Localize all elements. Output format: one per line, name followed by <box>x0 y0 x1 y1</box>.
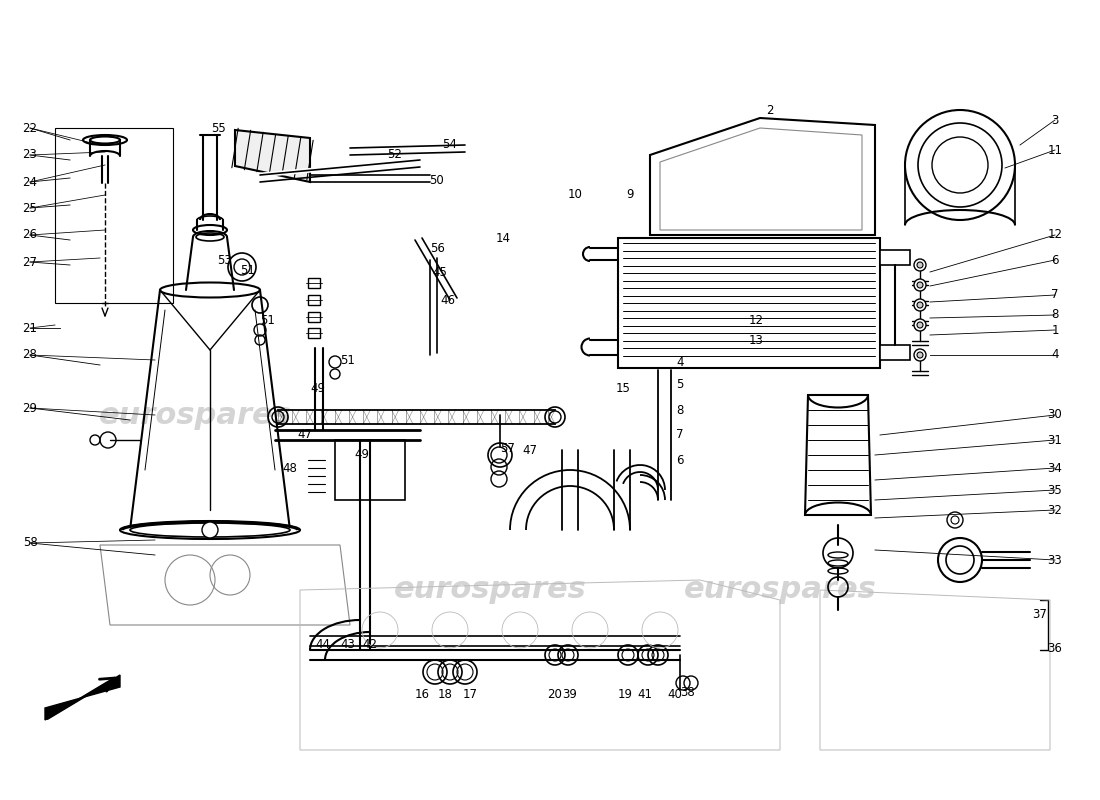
Text: 44: 44 <box>316 638 330 651</box>
Text: 6: 6 <box>676 454 684 466</box>
Circle shape <box>917 282 923 288</box>
Text: 2: 2 <box>767 103 773 117</box>
Text: 6: 6 <box>1052 254 1058 266</box>
Circle shape <box>914 319 926 331</box>
Text: 18: 18 <box>438 689 452 702</box>
Text: 33: 33 <box>1047 554 1063 566</box>
Text: 29: 29 <box>22 402 37 414</box>
Text: 53: 53 <box>218 254 232 266</box>
Text: 47: 47 <box>522 443 538 457</box>
Bar <box>880 250 910 265</box>
Bar <box>308 312 320 322</box>
Text: 9: 9 <box>626 189 634 202</box>
Circle shape <box>917 302 923 308</box>
Circle shape <box>202 522 218 538</box>
Text: 26: 26 <box>22 229 37 242</box>
Text: eurospares: eurospares <box>394 575 586 605</box>
Bar <box>308 295 320 305</box>
Text: 40: 40 <box>668 689 682 702</box>
Text: 7: 7 <box>676 429 684 442</box>
Ellipse shape <box>120 521 300 539</box>
Text: 34: 34 <box>1047 462 1063 474</box>
Text: 19: 19 <box>617 689 632 702</box>
Text: eurospares: eurospares <box>683 575 877 605</box>
Text: 13: 13 <box>749 334 763 346</box>
Text: 3: 3 <box>1052 114 1058 126</box>
Text: 42: 42 <box>363 638 377 651</box>
Text: 10: 10 <box>568 189 582 202</box>
Bar <box>336 440 405 500</box>
Text: 21: 21 <box>22 322 37 334</box>
Circle shape <box>917 322 923 328</box>
Text: 17: 17 <box>462 689 477 702</box>
Polygon shape <box>45 675 120 720</box>
Text: 24: 24 <box>22 175 37 189</box>
Text: 52: 52 <box>387 149 403 162</box>
Text: 4: 4 <box>676 357 684 370</box>
Circle shape <box>917 262 923 268</box>
Text: 8: 8 <box>1052 309 1058 322</box>
Text: 16: 16 <box>415 689 429 702</box>
Circle shape <box>914 279 926 291</box>
Text: 7: 7 <box>1052 289 1058 302</box>
Circle shape <box>914 299 926 311</box>
Text: 58: 58 <box>23 537 37 550</box>
Polygon shape <box>650 118 875 235</box>
Text: 23: 23 <box>23 149 37 162</box>
Text: 22: 22 <box>22 122 37 134</box>
Text: 36: 36 <box>1047 642 1063 654</box>
Text: 39: 39 <box>562 689 578 702</box>
Text: 38: 38 <box>681 686 695 699</box>
Bar <box>618 238 880 368</box>
Bar <box>55 128 173 303</box>
Text: 32: 32 <box>1047 503 1063 517</box>
Text: 20: 20 <box>548 689 562 702</box>
Circle shape <box>914 259 926 271</box>
Text: 27: 27 <box>22 255 37 269</box>
Circle shape <box>947 512 962 528</box>
Text: 49: 49 <box>310 382 326 394</box>
Text: 46: 46 <box>440 294 455 306</box>
Text: 31: 31 <box>1047 434 1063 446</box>
Bar <box>308 278 320 288</box>
Text: 47: 47 <box>297 429 312 442</box>
Text: 12: 12 <box>1047 229 1063 242</box>
Circle shape <box>917 352 923 358</box>
Text: 51: 51 <box>261 314 275 326</box>
Text: 45: 45 <box>432 266 448 278</box>
Text: 28: 28 <box>23 349 37 362</box>
Text: 43: 43 <box>341 638 355 651</box>
Text: 54: 54 <box>442 138 458 151</box>
Text: 30: 30 <box>1047 409 1063 422</box>
Text: 55: 55 <box>210 122 225 134</box>
Text: 15: 15 <box>616 382 630 394</box>
Text: 51: 51 <box>241 263 255 277</box>
Polygon shape <box>235 130 310 182</box>
Text: 4: 4 <box>1052 349 1058 362</box>
Text: 25: 25 <box>23 202 37 214</box>
Text: 5: 5 <box>676 378 684 391</box>
Text: 37: 37 <box>1033 609 1047 622</box>
Text: 57: 57 <box>500 442 516 454</box>
Text: 56: 56 <box>430 242 446 254</box>
Text: 12: 12 <box>748 314 763 326</box>
Text: 1: 1 <box>1052 323 1058 337</box>
Bar <box>880 345 910 360</box>
Text: 35: 35 <box>1047 483 1063 497</box>
Text: 41: 41 <box>638 689 652 702</box>
Text: 8: 8 <box>676 403 684 417</box>
Text: eurospares: eurospares <box>99 401 292 430</box>
Circle shape <box>938 538 982 582</box>
Text: 48: 48 <box>283 462 297 474</box>
Text: 49: 49 <box>354 449 370 462</box>
Text: 50: 50 <box>430 174 444 186</box>
Circle shape <box>914 349 926 361</box>
Text: 51: 51 <box>341 354 355 366</box>
Text: 14: 14 <box>495 231 510 245</box>
Bar <box>308 328 320 338</box>
Text: 11: 11 <box>1047 143 1063 157</box>
